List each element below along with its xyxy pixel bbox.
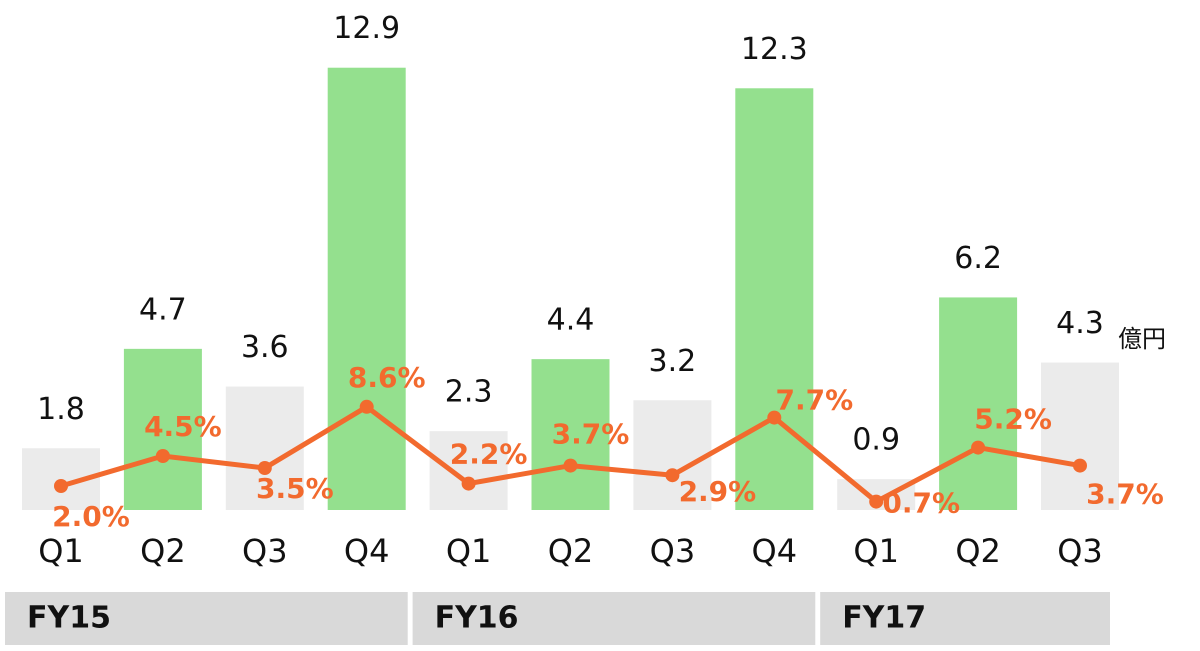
line-value-label: 5.2% <box>974 403 1052 436</box>
line-value-label: 3.5% <box>256 472 334 505</box>
x-tick-label: Q2 <box>548 532 594 570</box>
bar <box>225 386 304 510</box>
bar-value-label: 4.7 <box>139 292 187 327</box>
line-value-label: 7.7% <box>775 384 853 417</box>
bar <box>429 431 508 510</box>
line-point <box>767 410 782 425</box>
line-point <box>971 440 986 455</box>
line-value-label: 3.7% <box>552 418 630 451</box>
x-tick-label: Q4 <box>344 532 390 570</box>
unit-label: 億円 <box>1118 325 1166 353</box>
line-point <box>359 399 374 414</box>
bar-value-label: 4.3 <box>1056 306 1104 341</box>
x-tick-label: Q1 <box>446 532 492 570</box>
group-band <box>412 592 816 645</box>
bar <box>633 400 712 510</box>
bar <box>735 88 814 511</box>
bar-value-label: 2.3 <box>445 375 493 410</box>
x-tick-label: Q2 <box>140 532 186 570</box>
line-point <box>155 449 170 463</box>
bar-value-label: 12.9 <box>333 11 400 46</box>
bar-value-label: 4.4 <box>547 303 595 338</box>
x-tick-label: Q1 <box>853 532 899 570</box>
x-tick-label: Q3 <box>242 532 288 570</box>
bar <box>1041 362 1119 510</box>
line-point <box>257 461 272 475</box>
bar-value-label: 6.2 <box>954 241 1002 276</box>
group-label: FY16 <box>435 601 519 636</box>
bar <box>123 348 202 510</box>
bar-value-label: 1.8 <box>37 392 85 427</box>
line-point <box>1073 458 1087 473</box>
line-value-label: 8.6% <box>348 361 426 394</box>
bar <box>939 297 1018 510</box>
line-point <box>563 458 578 473</box>
line-point <box>869 494 884 509</box>
bar-value-label: 0.9 <box>852 423 900 458</box>
group-label: FY15 <box>27 601 111 636</box>
bar-value-label: 12.3 <box>741 32 808 67</box>
line-value-label: 0.7% <box>882 487 960 520</box>
line-point <box>54 479 68 493</box>
x-tick-label: Q3 <box>650 532 696 570</box>
bar-value-label: 3.6 <box>241 330 289 365</box>
group-label: FY17 <box>842 601 926 636</box>
x-tick-label: Q3 <box>1057 532 1103 570</box>
x-tick-label: Q2 <box>955 532 1001 570</box>
line-value-label: 2.0% <box>52 500 130 533</box>
bar <box>531 359 610 510</box>
bar-value-label: 3.2 <box>649 344 697 379</box>
group-band <box>5 592 408 645</box>
line-value-label: 2.9% <box>679 475 757 508</box>
line-point <box>665 468 680 483</box>
group-band <box>820 592 1110 645</box>
x-tick-label: Q1 <box>38 532 84 570</box>
bar <box>327 67 406 510</box>
x-tick-label: Q4 <box>752 532 798 570</box>
line-value-label: 3.7% <box>1086 478 1164 511</box>
line-point <box>461 476 476 491</box>
line-value-label: 2.2% <box>450 438 528 471</box>
line-value-label: 4.5% <box>144 410 222 443</box>
